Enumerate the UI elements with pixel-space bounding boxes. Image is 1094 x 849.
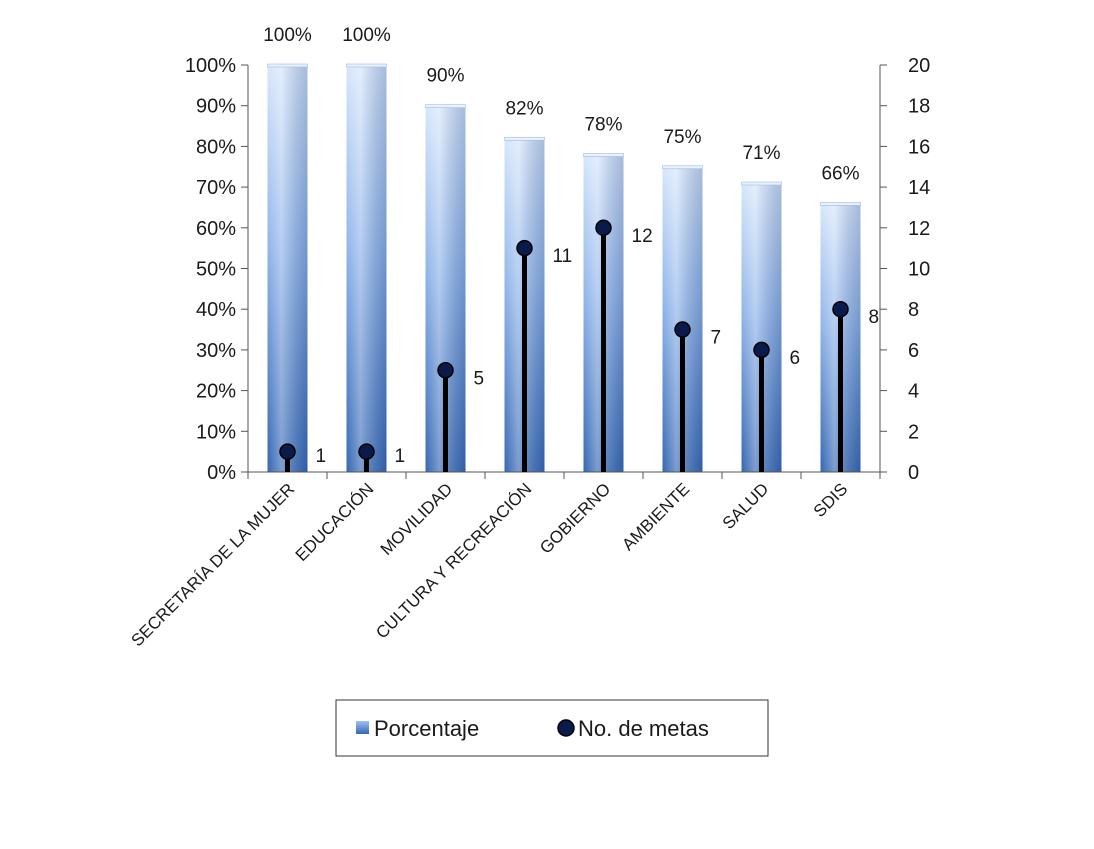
legend-label-porcentaje: Porcentaje	[374, 716, 479, 741]
y-right-tick-label: 14	[908, 177, 930, 199]
category-label: MOVILIDAD	[377, 479, 457, 559]
bar-shade	[346, 65, 387, 472]
y-right-tick-label: 6	[908, 340, 919, 362]
bar-shade	[267, 65, 308, 472]
category-label: EDUCACIÓN	[292, 479, 378, 565]
y-right-tick-label: 4	[908, 381, 919, 403]
stems-layer	[279, 219, 849, 472]
bar-data-label: 90%	[426, 66, 464, 87]
bar-data-label: 75%	[663, 127, 701, 148]
metas-marker	[674, 321, 691, 338]
y-right-tick-label: 10	[908, 259, 930, 281]
y-right-tick-label: 8	[908, 299, 919, 321]
bar-data-label: 71%	[742, 143, 780, 164]
y-left-tick-label: 10%	[196, 421, 236, 443]
metas-data-label: 11	[553, 246, 573, 267]
bar-data-label: 100%	[342, 25, 391, 46]
metas-marker	[832, 300, 849, 318]
metas-marker	[595, 219, 612, 237]
metas-marker	[437, 362, 454, 379]
bar-cap	[583, 153, 624, 157]
y-left-tick-label: 70%	[196, 177, 236, 199]
y-left-tick-label: 30%	[196, 340, 236, 362]
category-label: SECRETARÍA DE LA MUJER	[127, 479, 298, 650]
y-left-tick-label: 60%	[196, 218, 236, 240]
metas-data-label: 1	[316, 446, 327, 467]
metas-marker	[516, 239, 533, 257]
y-right-tick-label: 2	[908, 421, 919, 443]
metas-data-label: 7	[711, 328, 722, 349]
y-left-tick-label: 50%	[196, 259, 236, 281]
y-left-tick-label: 0%	[207, 462, 236, 484]
metas-marker	[358, 443, 375, 460]
y-right-tick-label: 12	[908, 218, 930, 240]
bar-cap	[820, 202, 861, 206]
metas-marker	[753, 341, 770, 359]
category-label: SALUD	[719, 479, 773, 533]
bar-data-label: 100%	[263, 25, 312, 46]
bar-cap	[346, 63, 387, 68]
metas-data-label: 6	[790, 348, 801, 369]
bar-cap	[425, 104, 466, 108]
y-left-tick-label: 100%	[185, 55, 236, 77]
y-right-tick-label: 18	[908, 96, 930, 118]
legend-swatch-porcentaje	[356, 721, 369, 734]
bar-cap	[504, 136, 545, 141]
metas-data-label: 12	[632, 226, 653, 247]
y-right-tick-label: 16	[908, 136, 930, 158]
y-left-tick-label: 90%	[196, 96, 236, 118]
bar-cap	[741, 181, 782, 186]
category-label: CULTURA Y RECREACIÓN	[372, 479, 535, 642]
y-right-tick-label: 20	[908, 55, 930, 77]
y-right-tick-label: 0	[908, 462, 919, 484]
metas-data-label: 1	[395, 446, 406, 467]
y-left-tick-label: 40%	[196, 299, 236, 321]
category-label: AMBIENTE	[618, 479, 693, 554]
bar-data-label: 66%	[821, 163, 859, 184]
bar-cap	[267, 63, 308, 68]
y-left-tick-label: 20%	[196, 381, 236, 403]
legend-marker-metas	[557, 719, 575, 737]
metas-data-label: 5	[474, 368, 485, 389]
metas-marker	[279, 443, 296, 460]
legend: Porcentaje No. de metas	[335, 699, 769, 757]
legend-label-metas: No. de metas	[578, 716, 709, 741]
category-label: GOBIERNO	[536, 479, 614, 557]
category-label: SDIS	[810, 479, 851, 520]
bar-data-label: 82%	[505, 98, 543, 119]
bar-data-label: 78%	[584, 115, 622, 136]
axes-layer: 0% 10% 20% 30% 40% 50% 60% 70% 80% 90% 100% 0 2 4 6 8 10…	[185, 55, 930, 484]
bar-cap	[662, 165, 703, 170]
bars-layer	[267, 63, 861, 473]
legend-box	[335, 699, 769, 757]
metas-data-label: 8	[869, 307, 880, 328]
y-left-tick-label: 80%	[196, 136, 236, 158]
